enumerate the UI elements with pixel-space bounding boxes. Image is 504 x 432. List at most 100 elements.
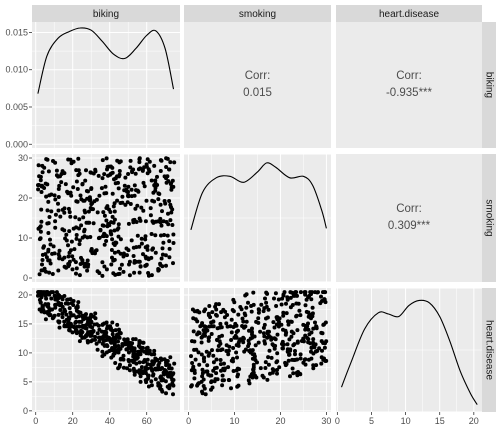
scatter-point — [218, 321, 223, 326]
scatter-point — [66, 243, 70, 248]
scatter-point — [151, 373, 155, 378]
scatter-point — [67, 210, 72, 215]
scatter-point — [123, 342, 128, 347]
scatter-point — [109, 262, 114, 267]
scatter-point — [226, 348, 231, 353]
scatter-point — [200, 389, 204, 394]
scatter-point — [156, 197, 161, 202]
scatter-point — [166, 222, 171, 227]
scatter-point — [149, 352, 154, 357]
scatter-point — [54, 290, 59, 295]
scatter-point — [132, 346, 137, 351]
scatter-point — [311, 343, 316, 348]
scatter-point — [171, 261, 175, 266]
scatter-point — [53, 294, 58, 299]
scatter-point — [73, 260, 78, 265]
scatter-point — [123, 202, 128, 207]
scatter-point — [170, 223, 175, 227]
scatter-point — [74, 199, 79, 204]
scatter-point — [281, 310, 286, 315]
scatter-point — [295, 340, 300, 345]
scatter-point — [266, 362, 271, 367]
x-tick-label: 15 — [435, 416, 445, 426]
scatter-point — [40, 290, 45, 295]
scatter-point — [252, 334, 257, 339]
scatter-point — [290, 366, 295, 371]
scatter-point — [276, 297, 281, 302]
scatter-point — [36, 187, 41, 192]
strip-right-heart.disease — [482, 288, 496, 412]
scatter-point — [110, 191, 115, 196]
scatter-point — [146, 271, 151, 275]
scatter-point — [122, 188, 127, 193]
scatter-point — [167, 199, 172, 203]
scatter-point — [229, 330, 234, 335]
scatter-point — [46, 231, 51, 235]
scatter-point — [98, 228, 103, 233]
scatter-point — [131, 254, 136, 258]
scatter-point — [147, 169, 152, 174]
scatter-point — [77, 339, 82, 344]
scatter-point — [74, 233, 79, 237]
scatter-point — [110, 320, 115, 325]
scatter-point — [322, 322, 326, 327]
panel-heart.disease-smoking — [184, 288, 331, 412]
scatter-point — [135, 188, 140, 193]
scatter-point — [71, 299, 76, 303]
scatter-point — [305, 324, 310, 329]
scatter-point — [46, 258, 51, 263]
scatter-point — [112, 348, 117, 353]
scatter-point — [104, 330, 109, 335]
scatter-point — [74, 329, 78, 334]
scatter-point — [43, 317, 48, 322]
scatter-point — [74, 236, 79, 241]
scatter-point — [59, 180, 64, 185]
panel-smoking-smoking — [184, 153, 331, 283]
scatter-point — [64, 312, 69, 317]
scatter-point — [145, 366, 150, 371]
scatter-point — [37, 290, 42, 295]
panel-heart.disease-biking — [32, 288, 180, 412]
scatter-point — [117, 335, 122, 340]
scatter-point — [127, 368, 132, 373]
scatter-point — [261, 331, 266, 336]
scatter-point — [141, 252, 145, 257]
scatter-point — [150, 359, 155, 364]
scatter-point — [51, 290, 55, 295]
scatter-point — [93, 311, 98, 316]
scatter-point — [218, 358, 223, 362]
scatter-point — [134, 369, 139, 374]
scatter-point — [259, 302, 264, 307]
scatter-point — [62, 264, 67, 269]
scatter-point — [275, 351, 280, 356]
scatter-point — [191, 364, 196, 369]
scatter-point — [121, 357, 126, 362]
scatter-point — [288, 319, 293, 324]
scatter-point — [235, 366, 240, 371]
scatter-point — [142, 349, 147, 354]
scatter-point — [169, 187, 174, 192]
scatter-point — [85, 268, 90, 273]
scatter-point — [137, 360, 142, 365]
scatter-point — [57, 183, 62, 188]
scatter-point — [309, 297, 314, 302]
scatter-point — [256, 320, 261, 325]
scatter-point — [48, 242, 53, 247]
scatter-point — [280, 339, 285, 344]
scatter-point — [313, 349, 318, 354]
scatter-point — [46, 221, 51, 226]
scatter-point — [155, 174, 159, 179]
scatter-point — [89, 170, 94, 175]
scatter-point — [204, 325, 208, 329]
scatter-point — [169, 210, 174, 215]
scatter-point — [60, 315, 65, 320]
scatter-point — [46, 169, 51, 174]
scatter-point — [169, 374, 174, 379]
scatter-point — [157, 192, 162, 196]
scatter-point — [251, 302, 256, 307]
scatter-point — [158, 202, 163, 207]
scatter-point — [162, 199, 167, 203]
y-tick-label: 20 — [18, 193, 28, 203]
scatter-point — [115, 322, 120, 327]
scatter-point — [47, 193, 52, 198]
